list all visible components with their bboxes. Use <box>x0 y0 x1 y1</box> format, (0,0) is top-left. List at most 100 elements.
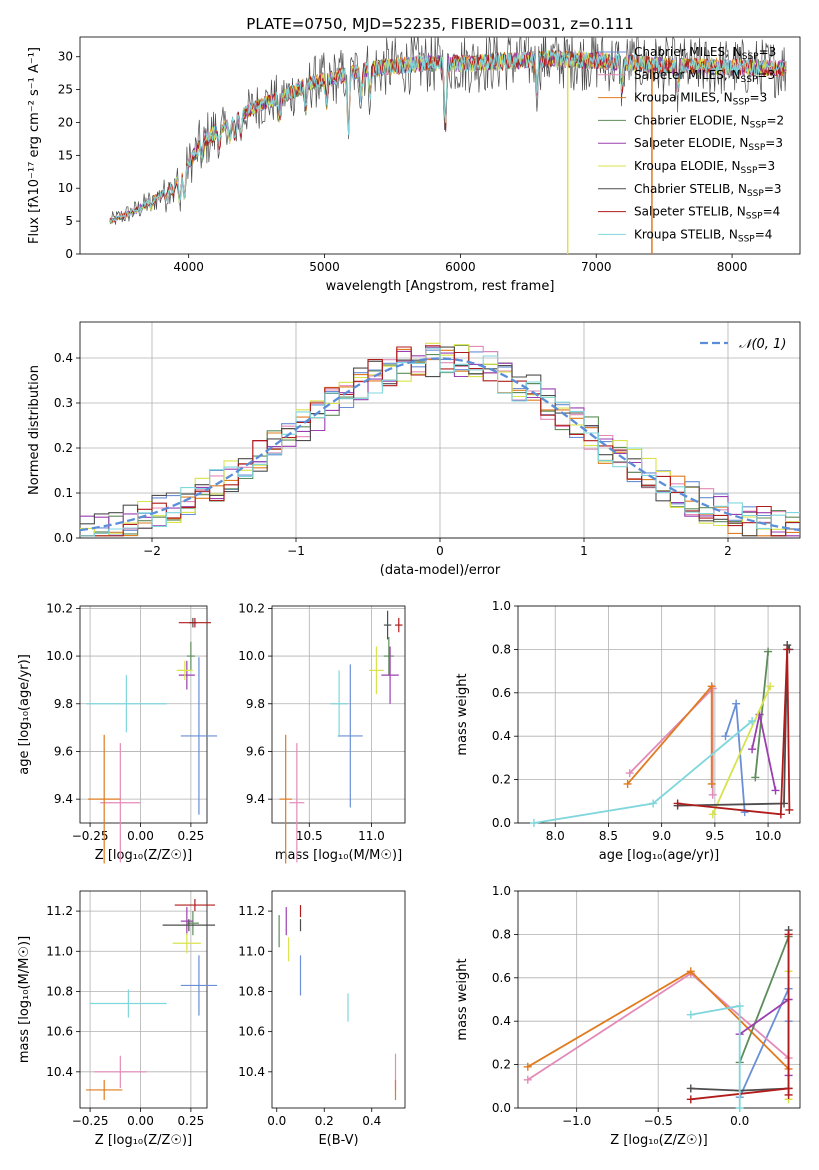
weight_vs_Z-marker <box>735 1104 744 1112</box>
spectrum-legend-label: Salpeter ELODIE, NSSP=3 <box>634 136 783 153</box>
spectrum-legend: Chabrier MILES, NSSP=3 Salpeter MILES, NS… <box>598 45 784 244</box>
spectrum-legend-subscript: SSP <box>747 189 764 199</box>
mass_vs_Z-xtick-label: −0.25 <box>72 1114 109 1128</box>
weight_vs_Z-marker <box>523 1075 532 1084</box>
spectrum-ytick-label: 0 <box>65 247 73 261</box>
spectrum-legend-label: Salpeter STELIB, NSSP=4 <box>634 205 780 222</box>
weight_vs_age-series <box>625 684 717 799</box>
weight_vs_Z-xtick-label: 0.0 <box>730 1114 749 1128</box>
weight_vs_age-ytick-label: 0.2 <box>492 773 511 787</box>
spectrum-legend-count: =3 <box>757 68 775 82</box>
residuals-ytick-label: 0.1 <box>54 486 73 500</box>
mass_vs_Z-ytick-label: 10.6 <box>46 1025 73 1039</box>
age_vs_mass-errorbar-point <box>279 734 292 864</box>
spectrum-legend-count: =2 <box>766 113 784 127</box>
mass_vs_Z-errorbar-point <box>174 899 216 912</box>
weight_vs_age-series <box>623 682 716 788</box>
age_vs_mass-errorbar-point <box>368 646 384 695</box>
weight_vs_age-xlabel: age [log₁₀(age/yr)] <box>599 848 720 863</box>
age_vs_Z-errorbar-point <box>88 734 121 864</box>
age_vs_mass-errorbar-point <box>381 646 399 704</box>
age_vs_Z-errorbar-point <box>178 617 212 628</box>
weight_vs_age-series-line <box>677 644 791 807</box>
weight_vs_age-xtick-label: 9.5 <box>705 829 724 843</box>
spectrum-plot <box>109 37 787 254</box>
weight_vs_age-marker <box>529 819 538 827</box>
age_vs_mass-ytick-label: 9.4 <box>246 792 265 806</box>
spectrum-legend-label: Kroupa MILES, NSSP=3 <box>634 91 767 108</box>
mass_vs_Z-errorbar-point <box>162 919 216 932</box>
weight_vs_Z-series-line <box>738 936 790 1063</box>
age_vs_mass-errorbar-point <box>383 610 392 640</box>
residuals-plot <box>80 342 800 537</box>
weight_vs_age-marker <box>721 732 730 741</box>
weight_vs_age-marker <box>785 805 794 814</box>
age_vs_Z-xtick-label: 0.00 <box>127 829 154 843</box>
mass_vs_Z-errorbar-point <box>180 907 193 936</box>
age_vs_Z-errorbar-point <box>178 660 195 690</box>
weight_vs_Z-marker <box>686 1095 695 1104</box>
mass_vs_Z-ytick-label: 10.8 <box>46 984 73 998</box>
mass_vs_EBV-ytick-label: 10.8 <box>238 984 265 998</box>
age_vs_Z-errorbar-point <box>176 660 193 680</box>
weight_vs_age-marker <box>625 769 634 778</box>
residuals-legend-label: 𝒩(0, 1) <box>739 337 786 352</box>
age_vs_mass-errorbar-point <box>337 664 363 808</box>
mass_vs_Z-ytick-label: 11.2 <box>46 904 73 918</box>
age_vs_Z-ytick-label: 9.6 <box>54 744 73 758</box>
residuals-frame <box>79 321 801 539</box>
spectrum-title: PLATE=0750, MJD=52235, FIBERID=0031, z=0… <box>246 15 633 33</box>
age_vs_Z-ylabel: age [log₁₀(age/yr)] <box>17 654 32 775</box>
mass_vs_Z-errorbar-point <box>180 955 218 1016</box>
weight_vs_Z-ytick-label: 0.4 <box>492 1014 511 1028</box>
spectrum-ytick-label: 30 <box>58 50 73 64</box>
weight_vs_Z-marker <box>784 930 793 939</box>
spectrum-legend-count: =3 <box>757 159 775 173</box>
weight_vs_age-ylabel: mass weight <box>455 673 470 755</box>
mass_vs_EBV-xlabel: E(B-V) <box>318 1133 358 1148</box>
weight_vs_Z-marker <box>784 1090 793 1099</box>
mass_vs_Z-ytick-label: 11.0 <box>46 944 73 958</box>
residuals-histogram <box>80 345 800 537</box>
age_vs_Z-errorbar-point <box>186 641 195 671</box>
weight_vs_age-frame <box>517 605 801 824</box>
weight_vs_age-series <box>708 682 775 819</box>
age_vs_mass-axes: 10.5 11.0 9.4 9.6 9.8 10.0 10.2 mass [log₁₀(M/M… <box>238 601 406 863</box>
residuals-ytick-label: 0.2 <box>54 441 73 455</box>
weight_vs_Z-marker <box>735 1002 744 1011</box>
spectrum-frame <box>79 36 801 255</box>
mass_vs_EBV-xtick-label: 0.0 <box>267 1114 286 1128</box>
weight_vs_age-series-line <box>626 683 713 785</box>
weight_vs_Z-frame <box>517 890 801 1109</box>
weight_vs_Z-ytick-label: 1.0 <box>492 884 511 898</box>
spectrum-series-line <box>109 50 787 223</box>
weight_vs_age-series-line <box>677 649 791 816</box>
spectrum-legend-label: Salpeter MILES, NSSP=3 <box>634 68 775 85</box>
weight_vs_age-marker <box>707 779 716 788</box>
spectrum-legend-subscript: SSP <box>741 75 758 85</box>
spectrum-ylabel: Flux [fλ10⁻¹⁷ erg cm⁻² s⁻¹ A⁻¹] <box>27 47 42 244</box>
age_vs_mass-ytick-label: 9.8 <box>246 697 265 711</box>
age_vs_Z-ytick-label: 10.0 <box>46 649 73 663</box>
weight_vs_age-ytick-label: 0.8 <box>492 642 511 656</box>
mass_vs_Z-errorbar-point <box>172 933 201 954</box>
residuals-xtick-label: −2 <box>143 544 161 558</box>
residuals-xtick-label: 1 <box>580 544 588 558</box>
spectrum-series-line <box>109 50 787 223</box>
age_vs_mass-errorbar-point <box>330 670 348 738</box>
weight_vs_age-marker <box>748 745 757 754</box>
mass_vs_Z-xtick-label: 0.00 <box>127 1114 154 1128</box>
weight_vs_age-marker <box>707 682 716 691</box>
weight_vs_age-series-line <box>711 685 772 815</box>
residuals-axes: −2 −1 0 1 2 0.0 0.1 0.2 0.3 0.4 (data-model)/error… <box>27 321 801 578</box>
mass_vs_EBV-ytick-label: 10.4 <box>238 1065 265 1079</box>
weight_vs_age-xtick-label: 9.0 <box>652 829 671 843</box>
residuals-ytick-label: 0.3 <box>54 396 73 410</box>
weight_vs_Z-ytick-label: 0.8 <box>492 927 511 941</box>
spectrum-legend-count: =3 <box>759 45 777 59</box>
weight_vs_age-xtick-label: 8.5 <box>599 829 618 843</box>
mass_vs_Z-ylabel: mass [log₁₀(M/M☉)] <box>17 936 32 1063</box>
spectrum-legend-label: Kroupa ELODIE, NSSP=3 <box>634 159 775 176</box>
spectrum-legend-subscript: SSP <box>733 98 750 108</box>
age_vs_Z-ytick-label: 9.4 <box>54 792 73 806</box>
